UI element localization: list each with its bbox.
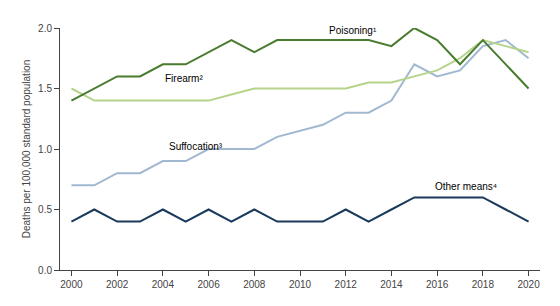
svg-text:2002: 2002 (106, 279, 129, 290)
svg-text:0.0: 0.0 (38, 265, 52, 276)
svg-text:2016: 2016 (426, 279, 449, 290)
svg-text:Firearm²: Firearm² (165, 73, 203, 84)
svg-text:2010: 2010 (289, 279, 312, 290)
svg-text:2.0: 2.0 (38, 23, 52, 34)
svg-text:Other means⁴: Other means⁴ (435, 181, 497, 192)
svg-text:2020: 2020 (517, 279, 540, 290)
svg-text:2014: 2014 (380, 279, 403, 290)
svg-text:Poisoning¹: Poisoning¹ (329, 25, 377, 36)
svg-text:Deaths per 100,000 standard po: Deaths per 100,000 standard population (21, 60, 32, 238)
svg-text:1.5: 1.5 (38, 83, 52, 94)
svg-text:2004: 2004 (152, 279, 175, 290)
svg-text:Suffocation³: Suffocation³ (169, 141, 223, 152)
svg-text:2006: 2006 (197, 279, 220, 290)
svg-text:2000: 2000 (60, 279, 83, 290)
svg-text:2018: 2018 (472, 279, 495, 290)
svg-text:2008: 2008 (243, 279, 266, 290)
svg-text:0.5: 0.5 (38, 204, 52, 215)
svg-text:1.0: 1.0 (38, 144, 52, 155)
svg-text:2012: 2012 (335, 279, 358, 290)
